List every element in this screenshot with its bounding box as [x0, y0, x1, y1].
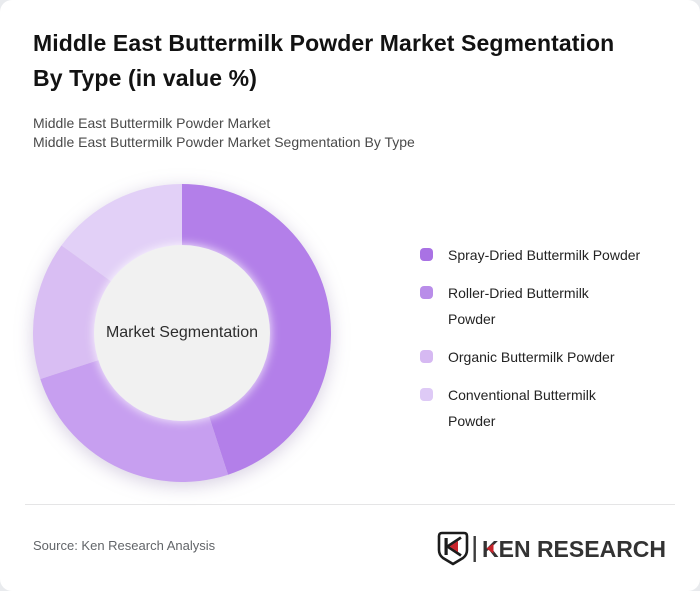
legend-item-roller-dried[interactable]: Roller-Dried Buttermilk Powder: [420, 280, 680, 332]
legend-item-organic[interactable]: Organic Buttermilk Powder: [420, 344, 680, 370]
chart-subtitle-segmentation: Middle East Buttermilk Powder Market Seg…: [33, 134, 415, 150]
ken-research-shield-icon: [437, 531, 469, 566]
chart-legend: Spray-Dried Buttermilk Powder Roller-Dri…: [420, 242, 680, 446]
legend-swatch-icon: [420, 388, 433, 401]
ken-research-logo: KEN RESEARCH: [436, 530, 668, 568]
legend-item-spray-dried[interactable]: Spray-Dried Buttermilk Powder: [420, 242, 680, 268]
legend-swatch-icon: [420, 286, 433, 299]
donut-svg[interactable]: [32, 183, 332, 483]
legend-label: Organic Buttermilk Powder: [448, 349, 615, 365]
ken-research-wordmark: KEN RESEARCH: [482, 536, 666, 562]
legend-swatch-icon: [420, 350, 433, 363]
wordmark-red-wedge-icon: [486, 543, 494, 554]
donut-chart[interactable]: Market Segmentation: [32, 183, 332, 483]
chart-subtitles: Middle East Buttermilk Powder Market Mid…: [33, 114, 683, 152]
legend-item-conventional[interactable]: Conventional Buttermilk Powder: [420, 382, 680, 434]
chart-subtitle-market: Middle East Buttermilk Powder Market: [33, 115, 271, 131]
donut-inner-circle: [94, 245, 270, 421]
shield-red-wedge-icon: [449, 541, 458, 552]
legend-swatch-icon: [420, 248, 433, 261]
footer-divider: [25, 504, 675, 505]
source-text: Source: Ken Research Analysis: [33, 538, 216, 553]
legend-label: Conventional Buttermilk Powder: [448, 387, 596, 429]
chart-title: Middle East Buttermilk Powder Market Seg…: [33, 30, 615, 91]
logo-separator: [473, 536, 476, 562]
legend-label: Spray-Dried Buttermilk Powder: [448, 247, 641, 263]
legend-label: Roller-Dried Buttermilk Powder: [448, 285, 589, 327]
